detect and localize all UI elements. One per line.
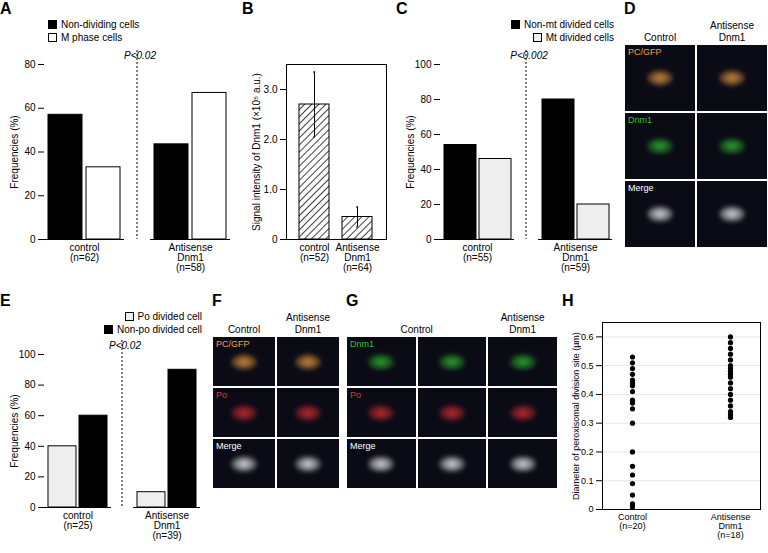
svg-text:AntisenseDnm1(n=64): AntisenseDnm1(n=64) <box>336 242 380 273</box>
svg-text:100: 100 <box>19 349 36 360</box>
html-text:Antisense Dnm1: Antisense Dnm1 <box>286 312 330 335</box>
html-text:Control: Control <box>400 324 433 335</box>
html-text:E: E <box>0 292 11 309</box>
html-text:D: D <box>624 0 636 17</box>
svg-text:60: 60 <box>24 102 36 113</box>
html-text:Po: Po <box>216 390 227 400</box>
svg-text:0: 0 <box>272 234 278 245</box>
html-text:Dnm1: Dnm1 <box>350 339 374 349</box>
svg-text:40: 40 <box>24 146 36 157</box>
html-text:Antisense Dnm1: Antisense Dnm1 <box>500 312 545 335</box>
svg-text:80: 80 <box>24 379 36 390</box>
html-text:Po divided cell: Po divided cell <box>137 311 202 322</box>
svg-text:Control(n=20): Control(n=20) <box>618 512 647 531</box>
html-text:Non-mt divided cells: Non-mt divided cells <box>524 19 614 30</box>
svg-text:control(n=52): control(n=52) <box>299 242 329 263</box>
html-text:F: F <box>212 292 222 309</box>
svg-text:0.5: 0.5 <box>581 361 594 371</box>
svg-text:AntisenseDnm1(n=59): AntisenseDnm1(n=59) <box>554 242 598 273</box>
html-text:Merge: Merge <box>350 441 376 451</box>
svg-text:AntisenseDnm1(n=18): AntisenseDnm1(n=18) <box>711 512 751 540</box>
svg-text:control(n=55): control(n=55) <box>462 242 492 263</box>
svg-text:Diameter of peroxisomal divisi: Diameter of peroxisomal division site (µ… <box>571 332 581 500</box>
svg-text:Frequencies (%): Frequencies (%) <box>405 115 416 188</box>
html-text:A: A <box>0 0 12 17</box>
html-text:Merge: Merge <box>628 183 654 193</box>
svg-text:60: 60 <box>24 410 36 421</box>
svg-text:2.0: 2.0 <box>264 134 278 145</box>
html-text:Merge: Merge <box>216 441 242 451</box>
html-text:H: H <box>562 292 574 309</box>
svg-text:0.1: 0.1 <box>581 476 594 486</box>
html-text:G: G <box>346 292 359 309</box>
html-text:B: B <box>242 0 254 17</box>
svg-text:20: 20 <box>24 190 36 201</box>
html-text:Antisense Dnm1: Antisense Dnm1 <box>710 20 754 43</box>
svg-text:control(n=25): control(n=25) <box>63 510 93 531</box>
svg-text:20: 20 <box>24 471 36 482</box>
svg-text:0.2: 0.2 <box>581 447 594 457</box>
svg-text:Frequencies (%): Frequencies (%) <box>9 115 20 188</box>
html-text:Non-po divided cell: Non-po divided cell <box>116 324 202 335</box>
svg-text:AntisenseDnm1(n=58): AntisenseDnm1(n=58) <box>169 242 213 273</box>
svg-text:40: 40 <box>24 441 36 452</box>
svg-text:Frequencies (%): Frequencies (%) <box>9 394 20 467</box>
svg-text:0.6: 0.6 <box>581 332 594 342</box>
svg-text:0.4: 0.4 <box>581 389 594 399</box>
svg-text:AntisenseDnm1(n=39): AntisenseDnm1(n=39) <box>145 510 189 541</box>
html-text:PC/GFP: PC/GFP <box>216 339 250 349</box>
svg-text:P<0.002: P<0.002 <box>510 50 548 61</box>
html-text:Mt divided cells: Mt divided cells <box>545 32 614 43</box>
html-text:Control: Control <box>643 32 677 43</box>
svg-text:Signal intensity of Dnm1 (×10⁵: Signal intensity of Dnm1 (×10⁵ a.u.) <box>251 73 262 231</box>
svg-text:40: 40 <box>420 164 432 175</box>
html-text:Po: Po <box>350 390 361 400</box>
svg-text:1.0: 1.0 <box>264 184 278 195</box>
svg-text:80: 80 <box>24 59 36 70</box>
svg-text:0: 0 <box>588 504 593 514</box>
svg-text:80: 80 <box>420 94 432 105</box>
html-text:M phase cells: M phase cells <box>61 32 123 43</box>
svg-text:0.3: 0.3 <box>581 418 594 428</box>
html-text:PC/GFP: PC/GFP <box>628 47 662 57</box>
html-text:Dnm1: Dnm1 <box>628 115 652 125</box>
html-text:C: C <box>396 0 408 17</box>
svg-text:3.0: 3.0 <box>264 84 278 95</box>
svg-text:P<0.02: P<0.02 <box>109 340 141 351</box>
svg-text:100: 100 <box>415 59 432 70</box>
svg-text:control(n=62): control(n=62) <box>69 242 99 263</box>
svg-text:P<0.02: P<0.02 <box>124 50 156 61</box>
svg-text:0: 0 <box>426 234 432 245</box>
svg-text:20: 20 <box>420 199 432 210</box>
svg-text:0: 0 <box>30 234 36 245</box>
html-text:Control: Control <box>227 324 261 335</box>
svg-text:60: 60 <box>420 129 432 140</box>
html-text:Non-dividing cells: Non-dividing cells <box>61 19 140 30</box>
svg-text:0: 0 <box>30 502 36 513</box>
